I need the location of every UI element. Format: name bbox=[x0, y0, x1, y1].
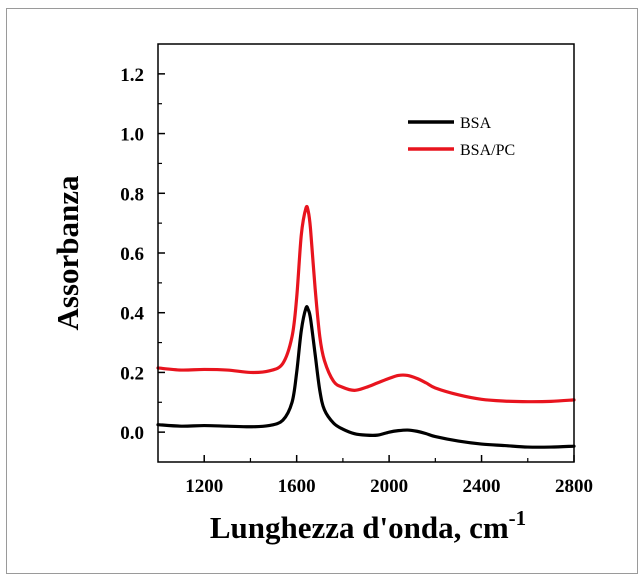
x-axis-title: Lunghezza d'onda, cm-1 bbox=[210, 506, 526, 545]
y-tick-label: 1.2 bbox=[120, 65, 144, 86]
series-line-bsa bbox=[156, 305, 576, 449]
y-tick-label: 0.4 bbox=[120, 304, 144, 325]
x-axis-title-superscript: -1 bbox=[509, 506, 527, 530]
x-tick-label: 1200 bbox=[185, 476, 223, 497]
figure-frame bbox=[6, 8, 638, 574]
y-tick-label: 0.8 bbox=[120, 184, 144, 205]
legend-label-bsa-pc: BSA/PC bbox=[460, 142, 515, 159]
x-tick-label: 2400 bbox=[463, 476, 501, 497]
x-tick-label: 2800 bbox=[555, 476, 593, 497]
x-axis-title-text: Lunghezza d'onda, cm bbox=[210, 510, 509, 545]
y-axis-title: Assorbanza bbox=[50, 175, 85, 331]
series-layer bbox=[156, 204, 576, 449]
plot-area-frame bbox=[157, 43, 575, 463]
y-tick-label: 0.2 bbox=[120, 363, 144, 384]
y-tick-label: 1.0 bbox=[120, 125, 144, 146]
tick-layer: 1200 1600 2000 2400 2800 0.0 0.2 0.4 0.6 0.8 1.0 1.… bbox=[120, 65, 593, 497]
legend: BSA BSA/PC bbox=[408, 115, 515, 159]
legend-label-bsa: BSA bbox=[460, 115, 492, 132]
series-line-bsa-pc bbox=[156, 204, 576, 404]
y-tick-label: 0.6 bbox=[120, 244, 144, 265]
x-tick-label: 1600 bbox=[278, 476, 316, 497]
x-tick-label: 2000 bbox=[370, 476, 408, 497]
y-tick-label: 0.0 bbox=[120, 423, 144, 444]
